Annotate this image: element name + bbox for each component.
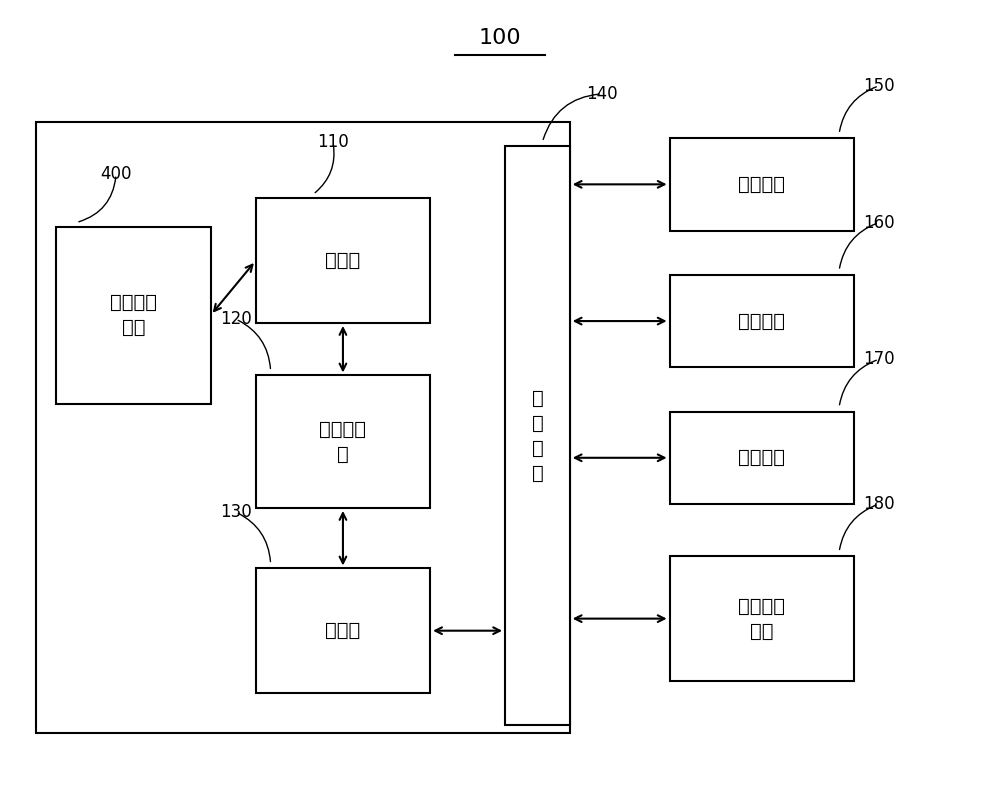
- Bar: [670, 412, 854, 504]
- Text: 输入输出
单元: 输入输出 单元: [738, 596, 785, 641]
- Text: 170: 170: [863, 350, 895, 368]
- Text: 100: 100: [479, 27, 521, 48]
- Bar: [36, 122, 570, 734]
- Bar: [56, 227, 211, 404]
- Text: 射频单元: 射频单元: [738, 175, 785, 194]
- Text: 存储器: 存储器: [325, 251, 361, 270]
- Text: 110: 110: [317, 133, 349, 151]
- Text: 160: 160: [863, 214, 895, 232]
- Text: 音频单元: 音频单元: [738, 312, 785, 331]
- Text: 400: 400: [100, 165, 132, 183]
- Bar: [670, 275, 854, 367]
- Bar: [670, 556, 854, 681]
- Text: 处理器: 处理器: [325, 621, 361, 640]
- Text: 视频直播
装置: 视频直播 装置: [110, 293, 157, 337]
- Bar: [256, 568, 430, 693]
- Bar: [256, 199, 430, 323]
- Text: 140: 140: [586, 85, 618, 102]
- Text: 外
设
接
口: 外 设 接 口: [532, 389, 543, 483]
- Text: 130: 130: [220, 503, 252, 521]
- Text: 存储控制
器: 存储控制 器: [319, 420, 366, 464]
- Bar: [256, 375, 430, 508]
- Text: 显示单元: 显示单元: [738, 448, 785, 467]
- Text: 120: 120: [220, 310, 252, 328]
- Text: 180: 180: [863, 495, 895, 513]
- Bar: [505, 146, 570, 725]
- Text: 150: 150: [863, 77, 895, 95]
- Bar: [670, 138, 854, 231]
